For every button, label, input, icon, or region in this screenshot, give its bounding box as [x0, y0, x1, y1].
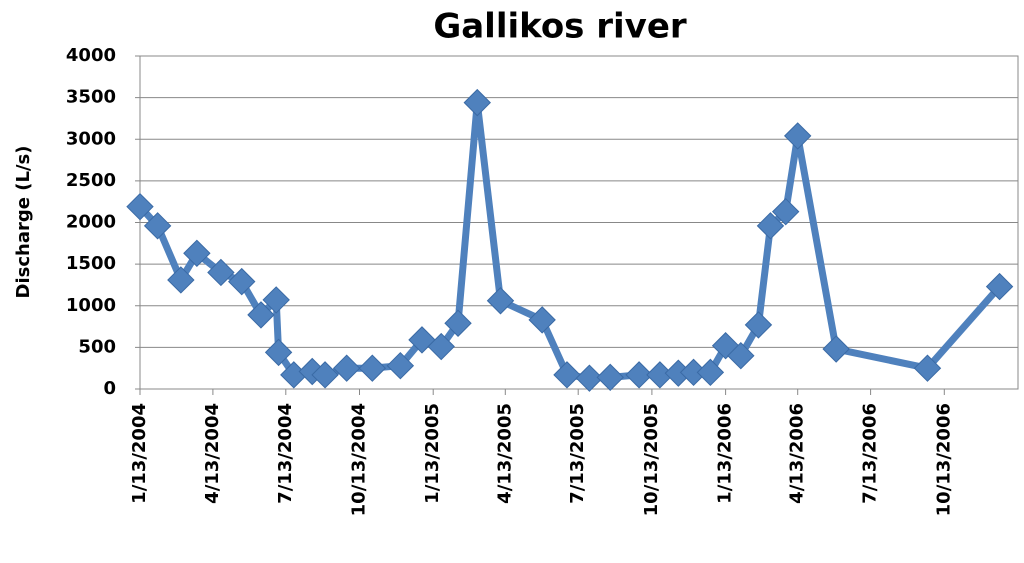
y-tick-label: 2500 — [66, 170, 116, 191]
data-point — [262, 286, 290, 314]
data-point — [126, 192, 154, 221]
x-tick-label: 10/13/2005 — [641, 403, 662, 516]
data-point — [463, 88, 491, 117]
data-point — [332, 354, 361, 382]
data-point — [727, 341, 755, 370]
data-point — [985, 272, 1014, 301]
data-point — [756, 212, 785, 240]
data-point — [913, 354, 942, 382]
data-point — [553, 361, 581, 389]
x-tick-label: 4/13/2005 — [494, 403, 515, 504]
data-point — [228, 267, 256, 296]
y-tick-label: 500 — [78, 336, 116, 357]
x-tick-label: 7/13/2005 — [567, 403, 588, 504]
y-tick-label: 3500 — [66, 87, 116, 108]
x-tick-label: 1/13/2004 — [129, 403, 150, 504]
data-point — [696, 358, 725, 387]
x-tick-label: 1/13/2005 — [422, 403, 443, 504]
data-point — [143, 212, 172, 240]
data-point — [427, 332, 455, 361]
data-point — [264, 338, 293, 367]
data-point — [486, 287, 515, 315]
y-tick-label: 0 — [103, 378, 116, 399]
data-point — [528, 306, 556, 334]
data-point — [386, 351, 415, 380]
data-point — [183, 239, 211, 268]
x-tick-label: 4/13/2006 — [787, 403, 808, 504]
y-tick-label: 4000 — [66, 45, 116, 66]
x-tick-label: 7/13/2006 — [860, 403, 881, 504]
y-tick-label: 1500 — [66, 253, 116, 274]
data-point — [247, 301, 275, 329]
data-line — [137, 99, 1003, 382]
data-point — [625, 361, 653, 389]
y-tick-label: 3000 — [66, 128, 116, 149]
data-point — [444, 309, 472, 337]
x-tick-label: 10/13/2006 — [933, 403, 954, 516]
y-tick-label: 2000 — [66, 212, 116, 233]
data-point — [358, 354, 387, 382]
x-tick-label: 4/13/2004 — [202, 403, 223, 504]
y-axis-label: Discharge (L/s) — [13, 146, 34, 299]
data-point — [596, 363, 624, 392]
y-tick-label: 1000 — [66, 295, 116, 316]
data-point — [311, 361, 339, 389]
data-point — [575, 364, 604, 392]
x-tick-label: 1/13/2006 — [715, 403, 736, 504]
data-point — [771, 197, 800, 226]
data-point — [783, 122, 812, 150]
x-tick-label: 10/13/2004 — [349, 403, 370, 516]
chart-title: Gallikos river — [433, 7, 687, 47]
x-tick-label: 7/13/2004 — [275, 403, 296, 504]
data-point — [207, 258, 235, 287]
data-point — [744, 311, 773, 339]
data-point — [822, 335, 850, 363]
data-point — [167, 266, 195, 294]
